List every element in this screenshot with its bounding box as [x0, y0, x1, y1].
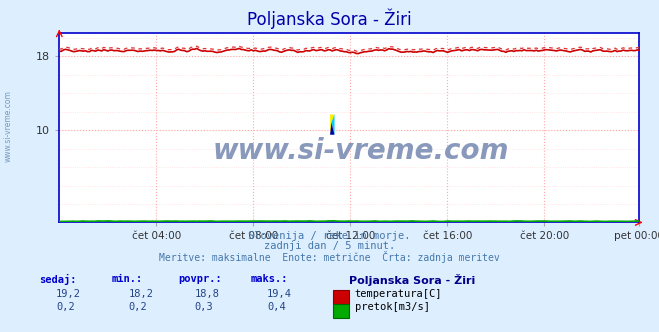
Text: Meritve: maksimalne  Enote: metrične  Črta: zadnja meritev: Meritve: maksimalne Enote: metrične Črta…	[159, 251, 500, 263]
Text: www.si-vreme.com: www.si-vreme.com	[213, 136, 509, 165]
Text: 19,4: 19,4	[267, 289, 292, 299]
Polygon shape	[330, 115, 335, 135]
Text: 0,2: 0,2	[56, 302, 74, 312]
Polygon shape	[331, 115, 335, 135]
Text: temperatura[C]: temperatura[C]	[355, 289, 442, 299]
Text: 18,2: 18,2	[129, 289, 154, 299]
Text: zadnji dan / 5 minut.: zadnji dan / 5 minut.	[264, 241, 395, 251]
Text: 19,2: 19,2	[56, 289, 81, 299]
Text: maks.:: maks.:	[250, 274, 288, 284]
Text: pretok[m3/s]: pretok[m3/s]	[355, 302, 430, 312]
Text: Poljanska Sora - Žiri: Poljanska Sora - Žiri	[349, 274, 476, 286]
Text: 0,2: 0,2	[129, 302, 147, 312]
Text: Slovenija / reke in morje.: Slovenija / reke in morje.	[248, 231, 411, 241]
Text: min.:: min.:	[112, 274, 143, 284]
Text: 0,3: 0,3	[194, 302, 213, 312]
Polygon shape	[330, 123, 335, 135]
Text: www.si-vreme.com: www.si-vreme.com	[4, 90, 13, 162]
Text: sedaj:: sedaj:	[40, 274, 77, 285]
Text: Poljanska Sora - Žiri: Poljanska Sora - Žiri	[247, 8, 412, 29]
Text: 18,8: 18,8	[194, 289, 219, 299]
Text: 0,4: 0,4	[267, 302, 285, 312]
Text: povpr.:: povpr.:	[178, 274, 221, 284]
